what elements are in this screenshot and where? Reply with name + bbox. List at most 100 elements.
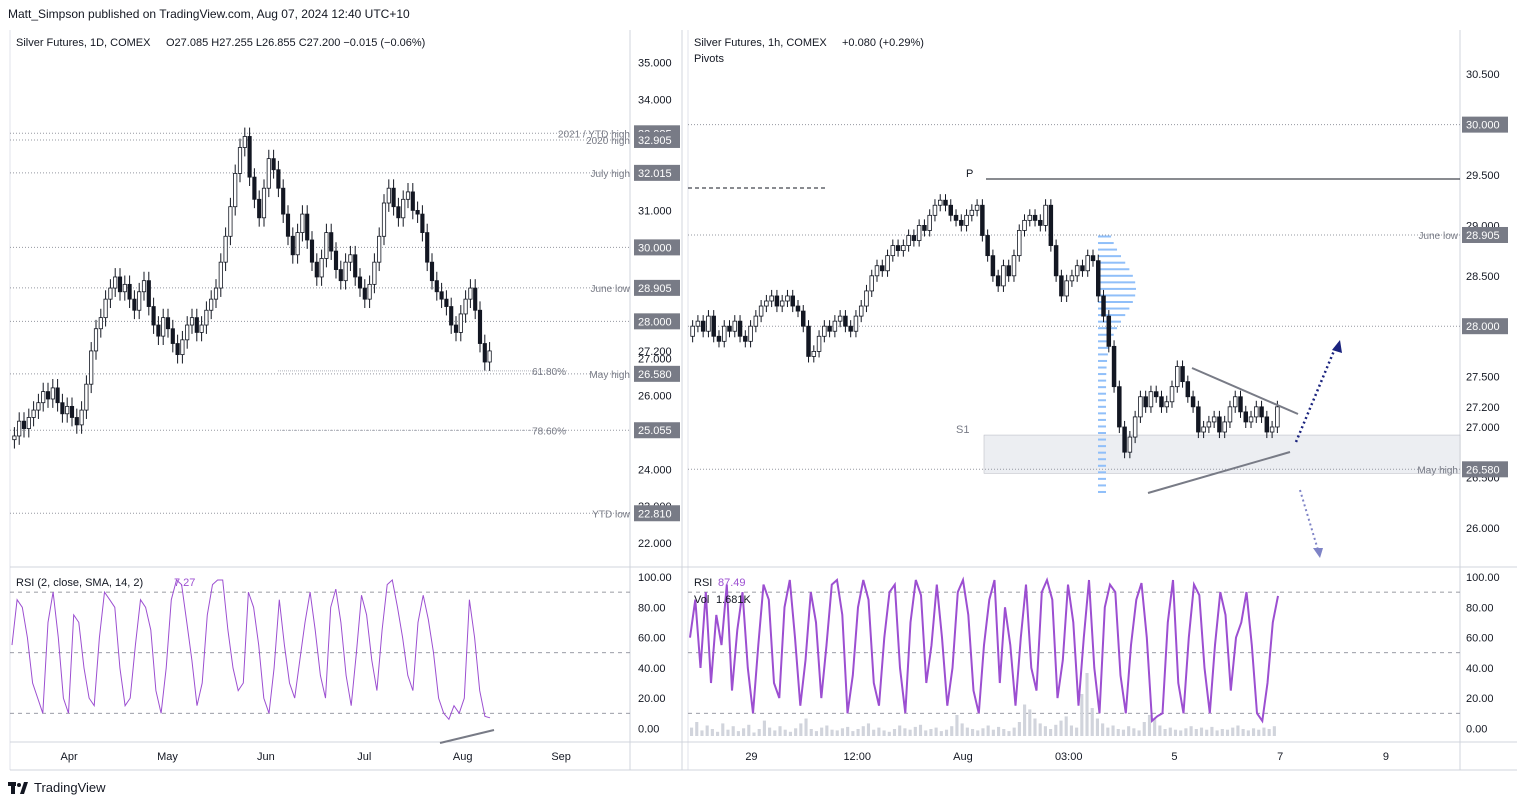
upper-trendline	[1191, 367, 1299, 415]
candle-body	[880, 265, 885, 272]
candle-body	[381, 202, 387, 237]
level-price-box	[634, 279, 680, 296]
volume-bar	[1106, 727, 1110, 736]
candle-body	[769, 295, 774, 302]
x-tick-label: Sep	[551, 751, 571, 763]
rsi-tick-label: 20.00	[638, 693, 666, 705]
support-zone	[983, 434, 1461, 474]
volume-profile-bar	[1098, 379, 1107, 382]
volume-bar	[788, 731, 792, 736]
candle-body	[774, 295, 780, 307]
level-price-label: 26.580	[1466, 464, 1500, 476]
candle-body	[271, 158, 276, 171]
candle-body	[65, 405, 70, 415]
volume-bar	[1059, 720, 1063, 736]
candle-body	[468, 287, 473, 300]
candle-body	[473, 287, 478, 311]
volume-profile-bar	[1098, 287, 1136, 290]
volume-bar	[1257, 729, 1261, 736]
volume-bar	[1220, 729, 1224, 736]
candle-body	[1001, 265, 1006, 287]
daily-rsi-value: 7.27	[174, 577, 195, 589]
volume-bar	[1127, 726, 1131, 736]
volume-bar	[908, 729, 912, 736]
volume-bar	[1262, 727, 1266, 736]
candle-body	[1080, 265, 1085, 272]
volume-bar	[809, 729, 813, 736]
tradingview-logo-icon	[8, 781, 28, 794]
candle-body	[285, 213, 291, 237]
volume-bar	[794, 728, 798, 736]
candle-body	[1148, 391, 1154, 408]
volume-bar	[1028, 709, 1032, 736]
volume-bar	[1002, 729, 1006, 736]
volume-bar	[997, 726, 1001, 736]
tradingview-brand: TradingView	[34, 780, 106, 795]
volume-profile-bar	[1098, 392, 1107, 395]
volume-profile-bar	[1098, 340, 1112, 343]
hourly-rsi-pane[interactable]: 100.00 80.00 60.00 40.00 20.00 0.00	[688, 572, 1500, 736]
volume-bar	[695, 722, 699, 736]
volume-bar	[799, 723, 803, 736]
x-tick-label: Aug	[953, 751, 973, 763]
candle-body	[165, 317, 171, 330]
candle-body	[811, 350, 817, 357]
volume-profile-bar	[1098, 373, 1107, 376]
volume-bar	[1132, 728, 1136, 736]
candle-body	[463, 298, 468, 315]
candle-body	[1248, 416, 1254, 423]
volume-profile-bar	[1098, 490, 1106, 493]
candle-body	[1143, 396, 1148, 408]
rsi-tick-label: 80.00	[1466, 602, 1494, 614]
candle-body	[985, 235, 990, 257]
candle-body	[185, 324, 190, 341]
candle-body	[410, 191, 415, 211]
candle-body	[827, 325, 832, 332]
candle-body	[1227, 406, 1233, 423]
volume-bar	[1049, 729, 1053, 736]
volume-bar	[747, 724, 751, 736]
candle-body	[1090, 255, 1096, 262]
volume-profile-bar	[1098, 484, 1106, 487]
volume-bar	[944, 729, 949, 736]
level-label: 2020 high	[586, 136, 630, 147]
x-tick-label: 03:00	[1055, 751, 1083, 763]
candle-body	[1011, 255, 1017, 277]
candle-body	[31, 409, 36, 418]
daily-rsi-pane[interactable]: 100.00 80.00 60.00 40.00 20.00 0.00	[10, 572, 672, 744]
candle-body	[885, 255, 890, 272]
tradingview-footer[interactable]: TradingView	[8, 780, 106, 795]
volume-bar	[1080, 694, 1084, 736]
candle-body	[895, 245, 901, 252]
candle-body	[843, 315, 848, 327]
level-price-box	[634, 164, 680, 181]
volume-bar	[1231, 727, 1235, 736]
x-tick-label: Apr	[60, 751, 77, 763]
rsi-divergence-line	[439, 729, 495, 744]
fib-label: 61.80%	[532, 367, 566, 378]
volume-bar	[1194, 729, 1198, 736]
candle-body	[922, 225, 927, 231]
candle-body	[343, 261, 348, 282]
y-tick-label: 30.500	[1466, 69, 1500, 81]
level-price-label: 28.905	[638, 283, 672, 295]
candle-body	[415, 210, 420, 215]
daily-price-pane[interactable]: 35.00034.00033.00032.00031.00030.00029.0…	[10, 57, 680, 763]
pivot-label: P	[966, 168, 973, 180]
level-label: May high	[1417, 465, 1458, 476]
rsi-tick-label: 100.00	[638, 572, 672, 584]
candle-body	[314, 261, 319, 278]
volume-profile-bar	[1098, 281, 1136, 284]
candle-body	[1153, 391, 1159, 398]
candle-body	[727, 325, 732, 332]
volume-bar	[1225, 729, 1230, 736]
candle-body	[17, 420, 22, 437]
hourly-price-pane[interactable]: 30.50030.00029.50029.00028.50028.00027.5…	[688, 69, 1508, 763]
volume-profile-bar	[1098, 359, 1108, 362]
candle-body	[257, 198, 262, 219]
volume-bar	[690, 727, 694, 736]
rsi-tick-label: 0.00	[1466, 723, 1487, 735]
candle-body	[753, 315, 759, 327]
volume-bar	[1272, 726, 1276, 736]
